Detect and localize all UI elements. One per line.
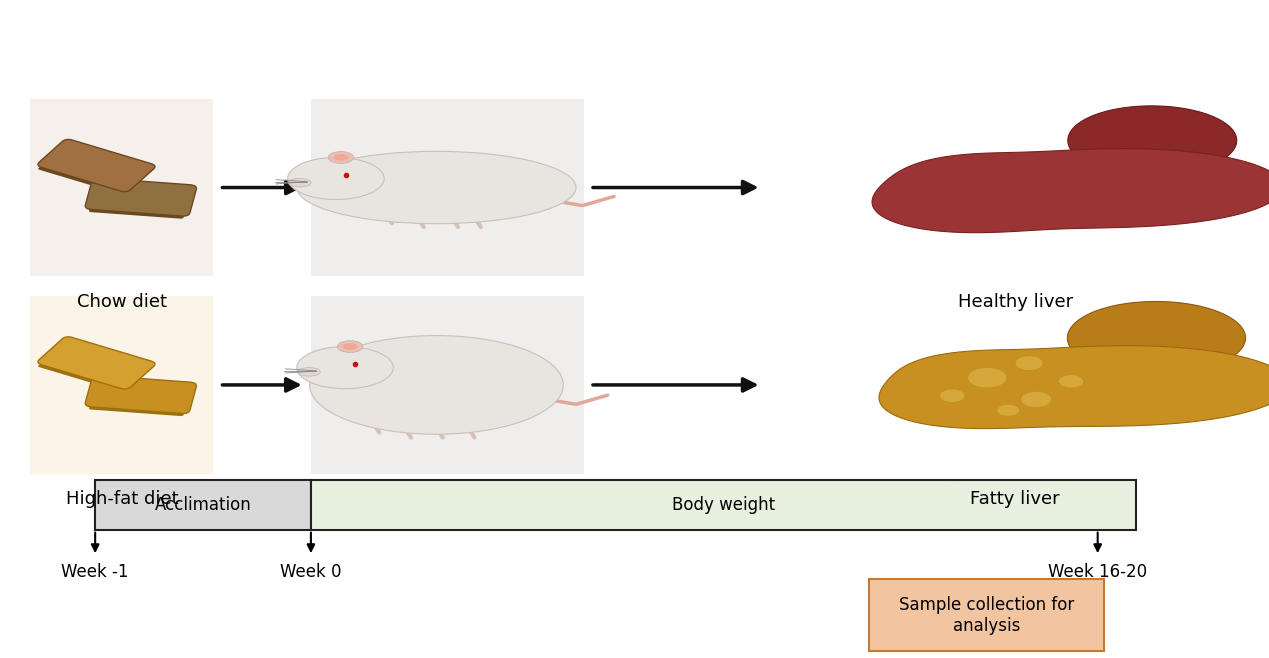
Ellipse shape (297, 368, 320, 376)
Bar (95, 480, 311, 530)
FancyBboxPatch shape (85, 178, 197, 216)
Text: Week 16-20: Week 16-20 (1048, 563, 1147, 580)
Text: Body weight: Body weight (671, 496, 775, 514)
FancyBboxPatch shape (85, 376, 197, 413)
FancyBboxPatch shape (89, 401, 185, 416)
FancyBboxPatch shape (89, 203, 185, 218)
Ellipse shape (288, 178, 311, 187)
Ellipse shape (343, 343, 358, 350)
Polygon shape (879, 345, 1269, 428)
Text: Sample collection for
analysis: Sample collection for analysis (898, 596, 1075, 634)
Text: Healthy liver: Healthy liver (958, 293, 1072, 311)
Ellipse shape (297, 151, 576, 224)
Bar (30, 296, 213, 474)
FancyBboxPatch shape (38, 337, 155, 389)
Ellipse shape (338, 341, 363, 353)
Ellipse shape (329, 151, 354, 163)
Text: Acclimation: Acclimation (155, 496, 251, 514)
Circle shape (997, 405, 1019, 416)
Ellipse shape (288, 157, 385, 199)
Circle shape (940, 390, 964, 402)
FancyBboxPatch shape (38, 162, 128, 193)
Ellipse shape (297, 347, 393, 389)
Circle shape (1015, 356, 1043, 370)
FancyBboxPatch shape (38, 139, 155, 191)
Text: High-fat diet: High-fat diet (66, 490, 178, 508)
Polygon shape (1103, 384, 1193, 422)
FancyBboxPatch shape (38, 359, 128, 391)
Polygon shape (872, 149, 1269, 233)
Bar (311, 480, 1136, 530)
Text: Week -1: Week -1 (61, 563, 129, 580)
Circle shape (1058, 375, 1084, 388)
Text: Fatty liver: Fatty liver (971, 490, 1060, 508)
Bar (30, 99, 213, 276)
Circle shape (968, 368, 1006, 388)
Ellipse shape (310, 336, 563, 434)
Polygon shape (1103, 187, 1193, 224)
Text: Week 0: Week 0 (280, 563, 341, 580)
Bar (869, 579, 1104, 651)
Bar (311, 296, 584, 474)
Circle shape (1020, 392, 1052, 407)
Ellipse shape (334, 154, 349, 161)
Polygon shape (1067, 301, 1246, 374)
Text: Chow diet: Chow diet (77, 293, 166, 311)
Polygon shape (1067, 106, 1237, 175)
Bar (311, 99, 584, 276)
